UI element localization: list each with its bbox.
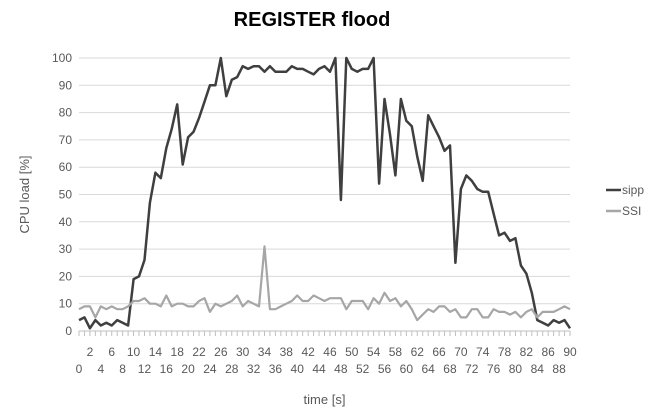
x-tick-label: 30: [236, 345, 250, 359]
x-tick-label: 24: [203, 362, 217, 376]
y-tick-label: 0: [65, 324, 72, 338]
x-tick-label: 80: [509, 362, 523, 376]
x-tick-label: 70: [454, 345, 468, 359]
x-tick-label: 74: [476, 345, 490, 359]
x-tick-label: 64: [421, 362, 435, 376]
x-tick-label: 40: [291, 362, 305, 376]
x-tick-label: 28: [225, 362, 239, 376]
x-tick-label: 14: [149, 345, 163, 359]
x-tick-label: 66: [432, 345, 446, 359]
y-axis-ticks: 0 10 20 30 40 50 60 70 80 90 100: [52, 51, 72, 338]
y-axis-title: CPU load [%]: [17, 155, 32, 233]
y-tick-label: 20: [59, 269, 73, 283]
y-tick-label: 100: [52, 51, 72, 65]
x-tick-label: 52: [356, 362, 370, 376]
x-tick-label: 72: [465, 362, 479, 376]
legend: sipp SSI: [606, 183, 644, 218]
x-tick-label: 54: [367, 345, 381, 359]
x-tick-label: 78: [498, 345, 512, 359]
x-tick-label: 0: [76, 362, 83, 376]
x-tick-label: 8: [119, 362, 126, 376]
x-tick-label: 20: [181, 362, 195, 376]
series-lines: [78, 56, 572, 330]
x-tick-label: 16: [160, 362, 174, 376]
x-tick-label: 42: [301, 345, 315, 359]
y-tick-label: 30: [59, 242, 73, 256]
x-tick-label: 18: [171, 345, 185, 359]
x-tick-label: 76: [487, 362, 501, 376]
x-tick-label: 4: [97, 362, 104, 376]
x-tick-label: 50: [345, 345, 359, 359]
legend-label-sipp: sipp: [622, 183, 644, 197]
y-tick-label: 50: [59, 188, 73, 202]
x-tick-label: 62: [411, 345, 425, 359]
x-tick-label: 36: [269, 362, 283, 376]
x-tick-label: 56: [378, 362, 392, 376]
x-tick-label: 44: [312, 362, 326, 376]
legend-label-ssi: SSI: [622, 204, 641, 218]
x-tick-label: 38: [280, 345, 294, 359]
series-line-sipp: [78, 56, 572, 330]
x-axis-title: time [s]: [304, 392, 346, 407]
series-line-ssi: [78, 245, 571, 322]
x-tick-label: 88: [552, 362, 566, 376]
y-tick-label: 10: [59, 297, 73, 311]
x-tick-label: 12: [138, 362, 152, 376]
x-tick-label: 26: [214, 345, 228, 359]
x-tick-label: 86: [541, 345, 555, 359]
chart-title: REGISTER flood: [234, 9, 391, 31]
y-tick-label: 80: [59, 106, 73, 120]
x-tick-label: 10: [127, 345, 141, 359]
y-tick-label: 70: [59, 133, 73, 147]
x-tick-label: 82: [520, 345, 534, 359]
x-tick-label: 46: [323, 345, 337, 359]
x-tick-label: 68: [443, 362, 457, 376]
x-tick-label: 32: [247, 362, 261, 376]
x-tick-label: 48: [334, 362, 348, 376]
x-tick-label: 60: [400, 362, 414, 376]
y-tick-label: 90: [59, 78, 73, 92]
x-tick-label: 84: [531, 362, 545, 376]
x-tick-label: 90: [563, 345, 577, 359]
x-tick-label: 2: [87, 345, 94, 359]
y-tick-label: 40: [59, 215, 73, 229]
x-tick-label: 34: [258, 345, 272, 359]
x-tick-label: 22: [192, 345, 206, 359]
y-tick-label: 60: [59, 160, 73, 174]
x-tick-label: 6: [108, 345, 115, 359]
x-axis-ticks: 0246810121416182022242628303234363840424…: [76, 331, 577, 376]
x-tick-label: 58: [389, 345, 403, 359]
